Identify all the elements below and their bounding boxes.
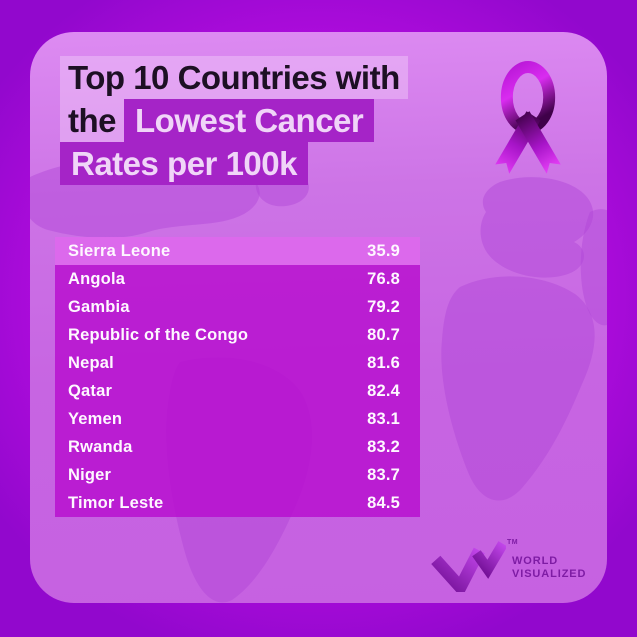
brand-name-line2: VISUALIZED [512,568,587,580]
table-row: Gambia 79.2 [55,293,420,321]
rate-value: 35.9 [367,241,400,260]
country-label: Angola [68,269,126,288]
rate-value: 84.5 [367,493,400,512]
title-line1: Top 10 Countries with [60,56,408,99]
rate-value: 76.8 [367,269,400,288]
country-label: Republic of the Congo [68,325,249,344]
rate-value: 81.6 [367,353,400,372]
table-row: Niger 83.7 [55,461,420,489]
country-label: Yemen [68,409,123,428]
table-row: Yemen 83.1 [55,405,420,433]
content-card: Top 10 Countries with the Lowest Cancer R… [30,32,607,603]
country-label: Rwanda [68,437,133,456]
table-row: Sierra Leone 35.9 [55,237,420,265]
table-row: Rwanda 83.2 [55,433,420,461]
rate-value: 80.7 [367,325,400,344]
trademark-label: TM [507,539,519,546]
brand-name: WORLD VISUALIZED [512,555,586,581]
cancer-awareness-ribbon-icon [495,61,561,174]
world-visualized-logo-icon [431,541,506,592]
table-row: Timor Leste 84.5 [55,489,420,517]
table-row: Angola 76.8 [55,265,420,293]
table-row: Republic of the Congo 80.7 [55,321,420,349]
rate-value: 83.1 [367,409,400,428]
country-label: Timor Leste [68,493,164,512]
country-label: Qatar [68,381,113,400]
table-row: Qatar 82.4 [55,377,420,405]
title-the: the [60,99,124,142]
rate-value: 83.2 [367,437,400,456]
rate-value: 82.4 [367,381,400,400]
rates-table: Sierra Leone 35.9 Angola 76.8 Gambia 79.… [55,237,420,517]
title-highlight-rates: Rates per 100k [60,142,308,185]
rate-value: 83.7 [367,465,400,484]
country-label: Gambia [68,297,130,316]
brand-name-line1: WORLD [512,555,559,567]
table-row: Nepal 81.6 [55,349,420,377]
title-highlight-lowest-cancer: Lowest Cancer [124,99,375,142]
rate-value: 79.2 [367,297,400,316]
country-label: Niger [68,465,112,484]
page-title: Top 10 Countries with the Lowest Cancer R… [60,56,408,185]
country-label: Nepal [68,353,114,372]
country-label: Sierra Leone [68,241,171,260]
